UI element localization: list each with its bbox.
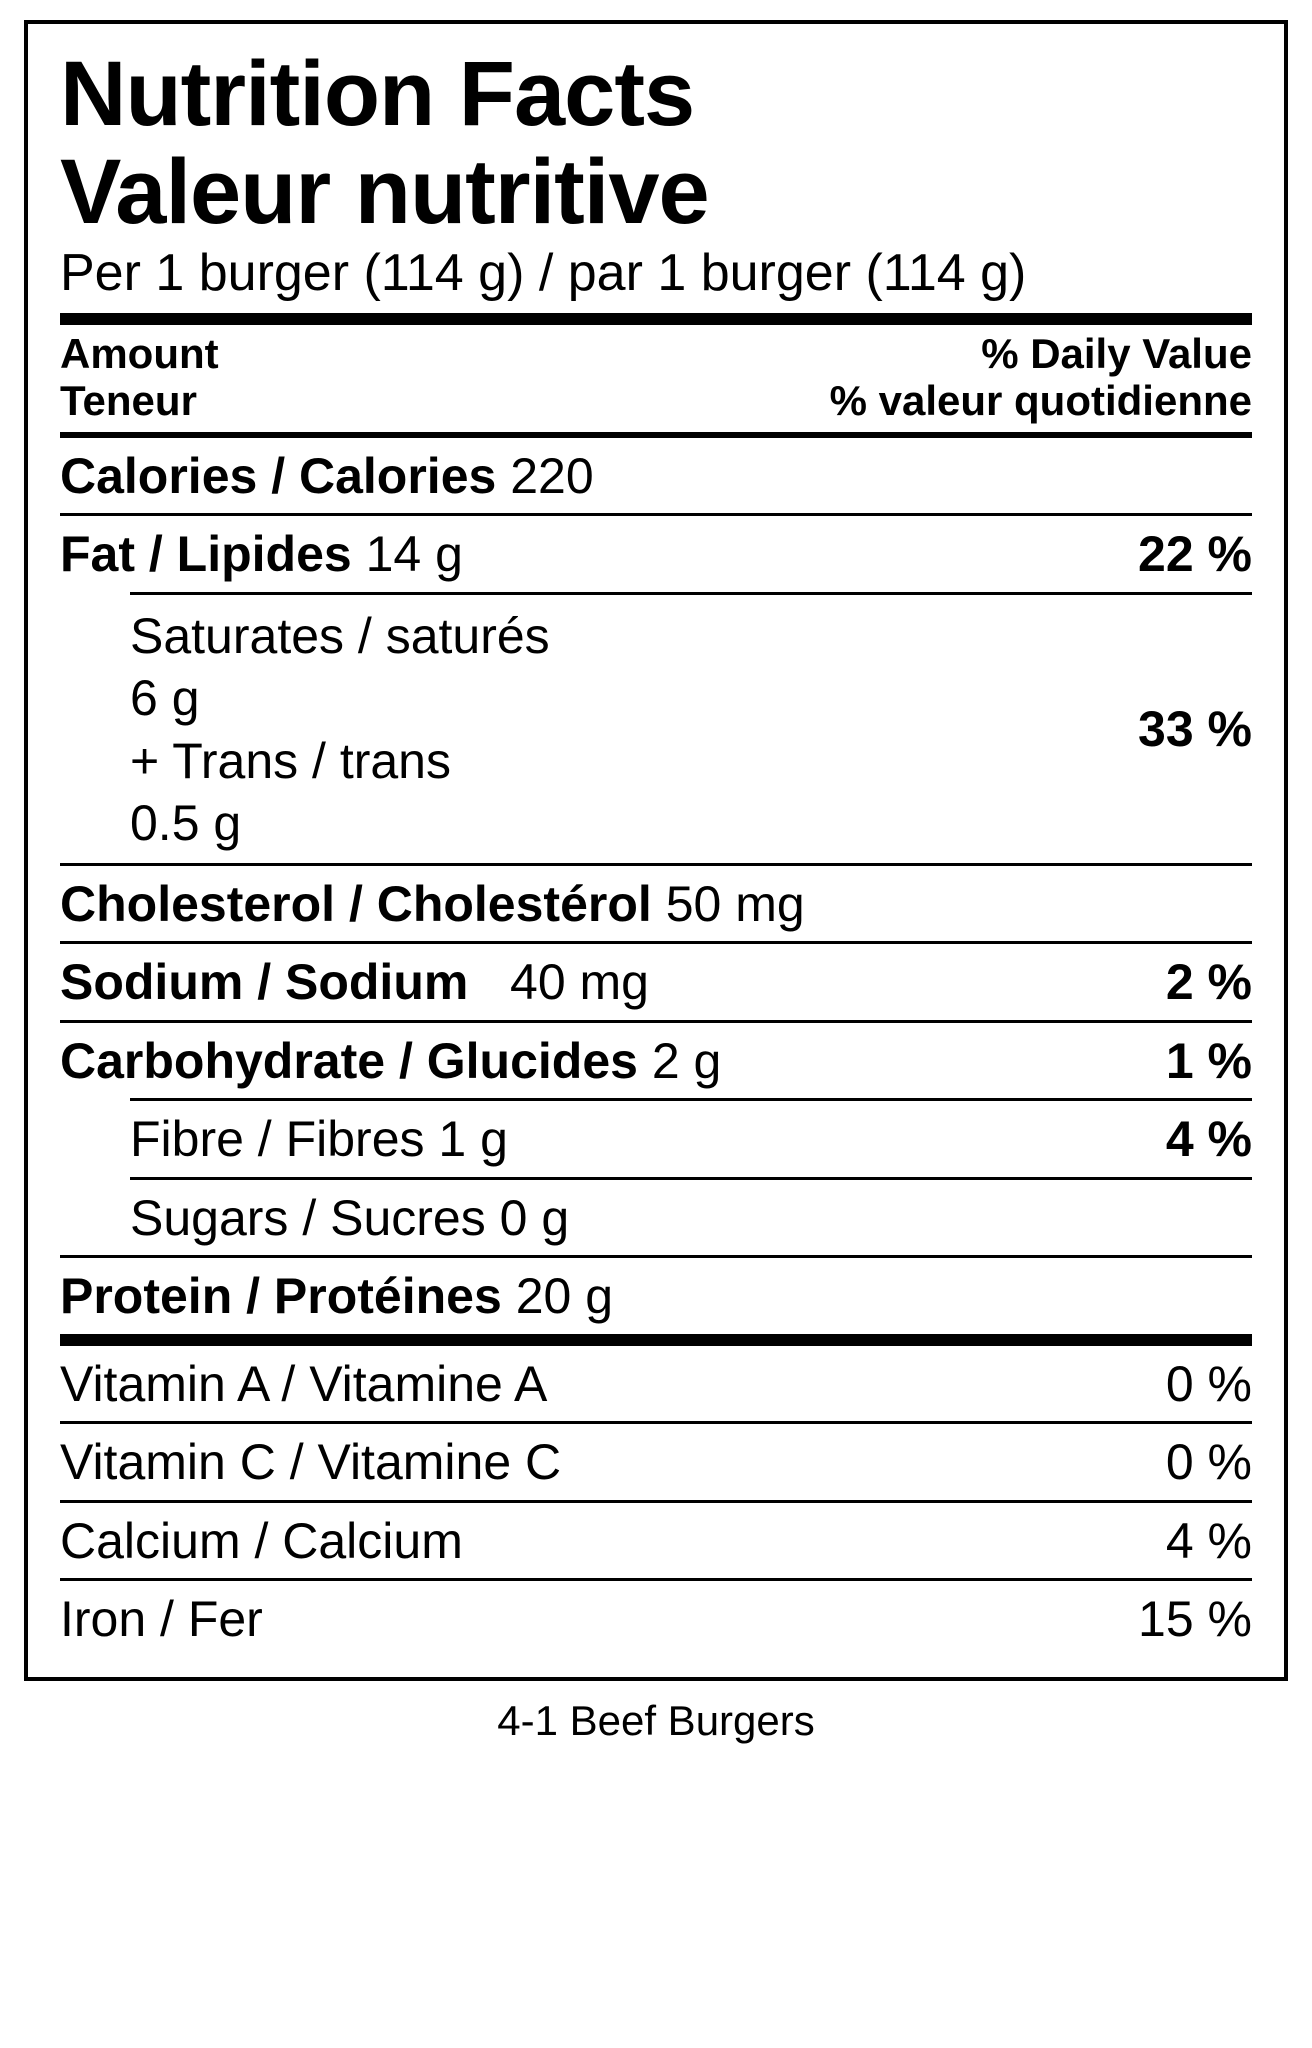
header-amount-en: Amount [60,330,219,377]
sodium-label: Sodium / Sodium [60,954,468,1010]
fibre-value: 1 g [438,1111,508,1167]
row-calories: Calories / Calories 220 [60,438,1252,514]
iron-label: Iron / Fer [60,1591,1122,1649]
title-en: Nutrition Facts [60,48,1252,142]
protein-value: 20 g [516,1268,613,1324]
trans-value: 0.5 g [130,792,1122,855]
saturates-line: Saturates / saturés 6 g [130,605,1122,730]
cholesterol-value: 50 mg [666,876,805,932]
row-vitamin-a: Vitamin A / Vitamine A 0 % [60,1346,1252,1422]
rule-after-serving [60,313,1252,325]
trans-label: + Trans / trans [130,730,1122,793]
title-fr: Valeur nutritive [60,146,1252,240]
header-amount: Amount Teneur [60,331,219,423]
carb-value: 2 g [652,1033,722,1089]
fibre-dv: 4 % [1150,1111,1252,1169]
fibre-label: Fibre / Fibres [130,1111,425,1167]
saturates-value: 6 g [130,667,1122,730]
calories-label: Calories / Calories [60,448,496,504]
sat-trans-dv: 33 % [1122,701,1252,759]
fat-cell: Fat / Lipides 14 g [60,526,1122,584]
row-sat-trans: Saturates / saturés 6 g + Trans / trans … [60,595,1252,863]
cholesterol-cell: Cholesterol / Cholestérol 50 mg [60,876,1252,934]
row-sodium: Sodium / Sodium 40 mg 2 % [60,944,1252,1020]
calcium-dv: 4 % [1150,1513,1252,1571]
carb-dv: 1 % [1150,1033,1252,1091]
rule-before-vitamins [60,1334,1252,1346]
sugars-cell: Sugars / Sucres 0 g [60,1190,1252,1248]
calories-value: 220 [510,448,593,504]
trans-line: + Trans / trans 0.5 g [130,730,1122,855]
row-fat: Fat / Lipides 14 g 22 % [60,516,1252,592]
column-headers: Amount Teneur % Daily Value % valeur quo… [60,325,1252,431]
cholesterol-label: Cholesterol / Cholestérol [60,876,652,932]
iron-dv: 15 % [1122,1591,1252,1649]
header-dv-en: % Daily Value [981,330,1252,377]
vitamin-c-dv: 0 % [1150,1434,1252,1492]
header-amount-fr: Teneur [60,377,197,424]
row-cholesterol: Cholesterol / Cholestérol 50 mg [60,866,1252,942]
row-iron: Iron / Fer 15 % [60,1581,1252,1657]
saturates-label: Saturates / saturés [130,605,1122,668]
vitamin-a-label: Vitamin A / Vitamine A [60,1356,1150,1414]
vitamin-a-dv: 0 % [1150,1356,1252,1414]
fibre-cell: Fibre / Fibres 1 g [60,1111,1150,1169]
row-vitamin-c: Vitamin C / Vitamine C 0 % [60,1424,1252,1500]
protein-label: Protein / Protéines [60,1268,502,1324]
fat-label: Fat / Lipides [60,526,352,582]
calories-cell: Calories / Calories 220 [60,448,1252,506]
row-calcium: Calcium / Calcium 4 % [60,1503,1252,1579]
sodium-cell: Sodium / Sodium 40 mg [60,954,1150,1012]
row-carbohydrate: Carbohydrate / Glucides 2 g 1 % [60,1023,1252,1099]
vitamin-c-label: Vitamin C / Vitamine C [60,1434,1150,1492]
row-fibre: Fibre / Fibres 1 g 4 % [60,1101,1252,1177]
header-dv-fr: % valeur quotidienne [830,377,1252,424]
calcium-label: Calcium / Calcium [60,1513,1150,1571]
row-sugars: Sugars / Sucres 0 g [60,1180,1252,1256]
protein-cell: Protein / Protéines 20 g [60,1268,1252,1326]
carb-cell: Carbohydrate / Glucides 2 g [60,1033,1150,1091]
sugars-value: 0 g [500,1190,570,1246]
sodium-value: 40 mg [510,954,649,1010]
row-protein: Protein / Protéines 20 g [60,1258,1252,1334]
sugars-label: Sugars / Sucres [130,1190,486,1246]
carb-label: Carbohydrate / Glucides [60,1033,638,1089]
fat-dv: 22 % [1122,526,1252,584]
header-dv: % Daily Value % valeur quotidienne [830,331,1252,423]
sodium-dv: 2 % [1150,954,1252,1012]
serving-size: Per 1 burger (114 g) / par 1 burger (114… [60,244,1252,304]
nutrition-facts-panel: Nutrition Facts Valeur nutritive Per 1 b… [24,20,1288,1681]
fat-value: 14 g [366,526,463,582]
sat-trans-cell: Saturates / saturés 6 g + Trans / trans … [60,605,1122,855]
product-caption: 4-1 Beef Burgers [0,1697,1312,1745]
